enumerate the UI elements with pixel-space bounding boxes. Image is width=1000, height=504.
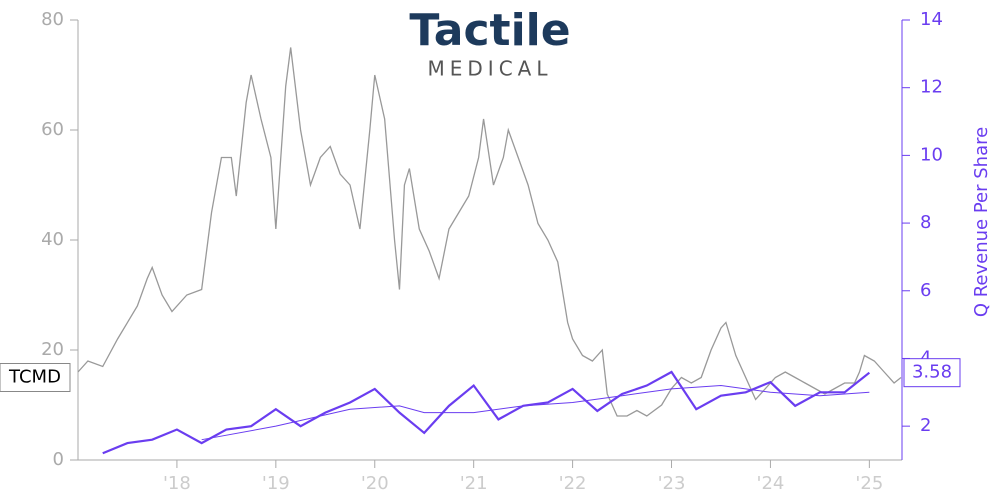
y-tick-label: 80 xyxy=(41,9,64,30)
logo-name: Tactile xyxy=(409,5,570,56)
y2-tick-label: 4 xyxy=(920,347,931,368)
y2-tick-label: 2 xyxy=(920,415,931,436)
y2-tick-label: 8 xyxy=(920,212,931,233)
series-line xyxy=(102,370,871,455)
x-tick-label: '23 xyxy=(658,473,686,494)
y-tick-label: 0 xyxy=(53,449,64,470)
ticker-label: TCMD xyxy=(8,367,61,388)
x-tick-label: '18 xyxy=(163,473,191,494)
x-tick-label: '22 xyxy=(559,473,587,494)
logo-subtitle: MEDICAL xyxy=(428,57,553,81)
series-line xyxy=(201,385,870,441)
x-tick-label: '19 xyxy=(262,473,290,494)
y-tick-label: 40 xyxy=(41,229,64,250)
y2-tick-label: 14 xyxy=(920,9,943,30)
y-tick-label: 60 xyxy=(41,119,64,140)
x-tick-label: '25 xyxy=(855,473,883,494)
value-label-box xyxy=(903,358,961,388)
value-label: 3.58 xyxy=(912,362,952,383)
y2-tick-label: 6 xyxy=(920,280,931,301)
x-tick-label: '24 xyxy=(757,473,785,494)
x-tick-label: '20 xyxy=(361,473,389,494)
x-tick-label: '21 xyxy=(460,473,488,494)
y2-tick-label: 12 xyxy=(920,77,943,98)
series-line xyxy=(77,47,902,417)
y2-tick-label: 10 xyxy=(920,144,943,165)
ticker-box xyxy=(0,363,71,392)
y2-axis-label: Q Revenue Per Share xyxy=(971,127,992,317)
y-tick-label: 20 xyxy=(41,339,64,360)
